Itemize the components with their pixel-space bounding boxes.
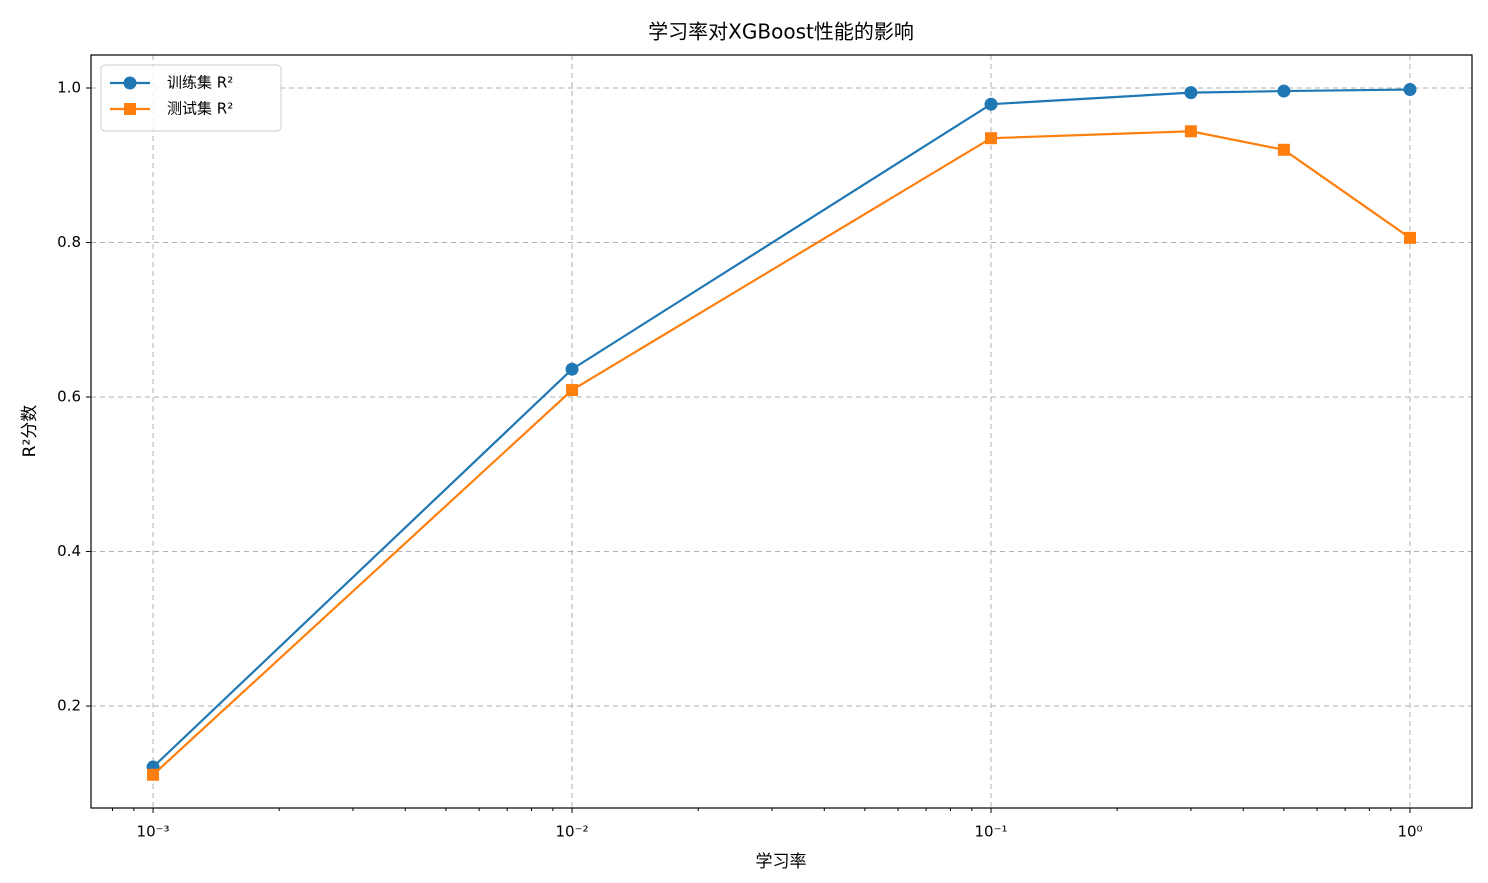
- x-tick-label: 10⁻³: [137, 823, 170, 841]
- marker: [1277, 143, 1290, 156]
- plot-frame: [90, 54, 1473, 809]
- y-tick-label: 1.0: [57, 78, 81, 96]
- marker: [985, 132, 998, 145]
- legend-label: 测试集 R²: [167, 100, 233, 118]
- y-tick-label: 0.8: [57, 233, 81, 251]
- line: [152, 130, 1411, 776]
- marker: [123, 76, 137, 90]
- marker: [124, 103, 136, 115]
- marker: [1184, 125, 1197, 138]
- legend-label: 训练集 R²: [167, 74, 233, 92]
- y-axis-label: R²分数: [20, 405, 40, 458]
- marker: [147, 768, 160, 781]
- marker: [565, 362, 579, 376]
- marker: [566, 384, 579, 397]
- x-tick-label: 10⁰: [1397, 823, 1422, 841]
- marker: [984, 97, 998, 111]
- marker: [1277, 84, 1291, 98]
- y-tick-label: 0.2: [57, 697, 81, 715]
- y-tick-label: 0.4: [57, 542, 81, 560]
- x-tick-label: 10⁻²: [556, 823, 589, 841]
- legend: 训练集 R² 测试集 R²: [100, 64, 282, 132]
- chart-title: 学习率对XGBoost性能的影响: [648, 20, 914, 44]
- y-tick-label: 0.6: [57, 388, 81, 406]
- marker: [1403, 83, 1417, 97]
- x-tick-label: 10⁻¹: [975, 823, 1008, 841]
- marker: [1403, 231, 1416, 244]
- legend-box: [100, 64, 282, 132]
- line: [152, 88, 1411, 768]
- marker: [1184, 86, 1198, 100]
- x-axis-label: 学习率: [756, 852, 807, 872]
